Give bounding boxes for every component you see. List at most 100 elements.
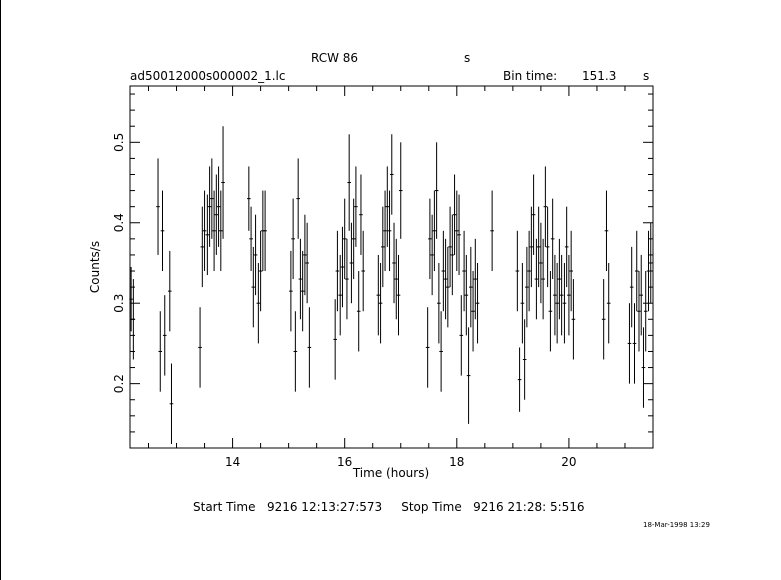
data-point — [205, 194, 210, 276]
data-point — [637, 271, 641, 352]
data-point — [469, 246, 473, 328]
data-point — [464, 254, 469, 336]
data-point — [249, 206, 253, 272]
data-point — [156, 158, 160, 255]
data-point — [471, 271, 475, 352]
data-point — [158, 311, 163, 392]
data-point — [541, 238, 545, 320]
header-bin-value: 151.3 — [582, 69, 616, 83]
data-point — [305, 222, 309, 304]
data-point — [359, 174, 363, 255]
start-time-label: Start Time — [193, 500, 256, 514]
data-point — [212, 190, 216, 272]
data-point — [289, 250, 293, 332]
data-point — [251, 246, 256, 328]
data-point — [567, 254, 571, 336]
data-point — [394, 238, 399, 320]
data-point — [553, 254, 557, 336]
data-point — [459, 295, 464, 376]
data-point — [160, 190, 165, 272]
data-point — [439, 311, 443, 392]
x-tick-label: 20 — [561, 455, 576, 469]
stop-time-label: Stop Time — [401, 500, 462, 514]
y-axis-label: Counts/s — [88, 241, 102, 293]
y-tick-label: 0.4 — [112, 213, 126, 232]
data-point — [646, 230, 651, 312]
data-points — [129, 126, 653, 444]
data-point — [198, 307, 202, 388]
y-tick-label: 0.3 — [112, 294, 126, 313]
x-axis-label: Time (hours) — [352, 466, 429, 480]
data-point — [300, 250, 305, 332]
data-point — [307, 307, 312, 388]
header-object-unit: s — [464, 51, 470, 65]
data-point — [522, 319, 527, 400]
data-point — [550, 198, 555, 280]
window-left-edge — [0, 0, 1, 580]
data-point — [539, 222, 543, 304]
data-point — [632, 303, 637, 384]
data-point — [531, 174, 536, 255]
data-point — [601, 279, 606, 360]
data-point — [340, 226, 345, 308]
data-point — [643, 271, 648, 352]
data-point — [349, 222, 354, 304]
data-point — [430, 214, 434, 296]
data-point — [129, 267, 133, 332]
data-point — [345, 238, 349, 320]
data-point — [256, 262, 261, 344]
plot-timestamp: 18-Mar-1998 13:29 — [643, 521, 710, 529]
data-point — [434, 142, 439, 239]
data-point — [545, 206, 550, 288]
data-point — [162, 295, 167, 376]
data-point — [441, 230, 446, 312]
x-tick-label: 16 — [337, 455, 352, 469]
data-point — [263, 190, 267, 272]
data-point — [490, 190, 494, 272]
data-point — [555, 262, 559, 344]
x-tick-label: 18 — [449, 455, 464, 469]
data-point — [351, 198, 356, 280]
data-point — [571, 279, 576, 360]
data-point — [293, 311, 298, 392]
stop-time-value: 9216 21:28: 5:516 — [473, 500, 585, 514]
data-point — [562, 262, 567, 344]
data-point — [536, 206, 541, 288]
data-point — [543, 166, 548, 247]
data-point — [376, 254, 381, 336]
data-point — [648, 222, 653, 304]
data-point — [303, 214, 307, 296]
data-point — [342, 198, 347, 280]
data-point — [383, 190, 387, 272]
data-point — [452, 174, 457, 255]
data-point — [606, 262, 611, 344]
data-point — [446, 246, 450, 328]
data-point — [387, 190, 392, 272]
data-point — [396, 254, 401, 336]
plot-frame — [129, 85, 654, 449]
data-point — [517, 347, 522, 412]
data-point — [378, 262, 383, 344]
data-point — [629, 246, 634, 328]
header-bin-unit: s — [643, 69, 649, 83]
data-point — [356, 271, 361, 352]
data-point — [634, 230, 639, 312]
data-point — [167, 250, 172, 332]
data-point — [347, 134, 351, 231]
data-point — [296, 158, 300, 239]
y-tick-label: 0.5 — [112, 133, 126, 152]
data-point — [559, 254, 564, 336]
axis-ticks — [130, 86, 654, 448]
data-point — [457, 194, 461, 276]
data-point — [548, 271, 553, 352]
data-point — [385, 166, 390, 247]
data-point — [333, 299, 337, 380]
x-tick-label: 14 — [225, 455, 240, 469]
data-point — [392, 222, 396, 304]
y-tick-label: 0.2 — [112, 374, 126, 393]
data-point — [381, 206, 385, 288]
data-point — [520, 262, 525, 344]
data-point — [425, 307, 430, 388]
data-point — [455, 190, 459, 272]
